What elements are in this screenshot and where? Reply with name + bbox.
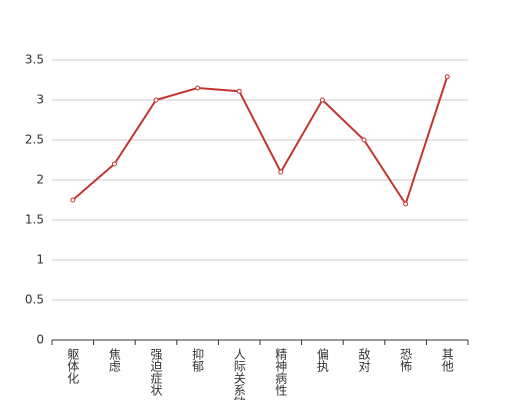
y-tick-label: 2 xyxy=(36,173,44,187)
y-tick-label: 2.5 xyxy=(25,133,44,147)
point xyxy=(111,161,117,167)
point xyxy=(319,97,325,103)
x-tick-label: 抑郁 xyxy=(191,347,205,373)
x-tick-label: 焦虑 xyxy=(107,348,121,372)
y-tick-label: 3 xyxy=(36,93,44,107)
y-tick-label: 1.5 xyxy=(25,213,44,227)
x-tick-label: 人际关系敏感 xyxy=(232,348,246,400)
point xyxy=(153,97,159,103)
y-tick-label: 1 xyxy=(36,253,44,267)
point xyxy=(403,201,409,207)
x-tick-label: 敌对 xyxy=(357,347,371,372)
point xyxy=(195,85,201,91)
x-tick-label: 精神病性 xyxy=(274,348,288,397)
x-tick-label: 其他 xyxy=(440,348,454,372)
point xyxy=(444,74,450,80)
point xyxy=(236,88,242,94)
y-tick-label: 3.5 xyxy=(25,53,44,67)
point xyxy=(70,197,76,203)
x-tick-label: 躯体化 xyxy=(66,347,80,385)
point xyxy=(278,169,284,175)
x-tick-label: 恐怖 xyxy=(399,348,413,372)
line xyxy=(72,76,449,207)
x-tick-label: 偏执 xyxy=(315,347,329,373)
y-tick-label: 0.5 xyxy=(25,293,44,307)
y-tick-label: 0 xyxy=(36,333,44,347)
x-tick-label: 强迫症状 xyxy=(149,348,163,396)
point xyxy=(361,137,367,143)
